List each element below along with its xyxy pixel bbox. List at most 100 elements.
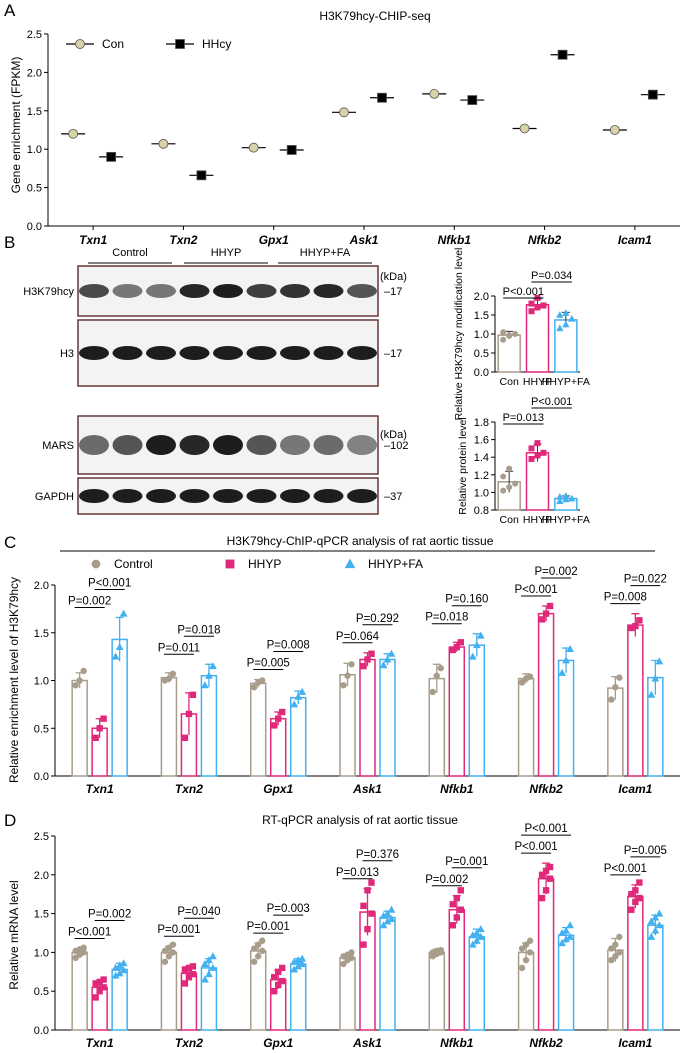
panel-d-point: [542, 867, 550, 875]
blot-row-label: MARS: [42, 440, 74, 452]
panel-c-p-value: P=0.002: [68, 595, 111, 607]
panel-d-point: [476, 925, 485, 933]
panel-b-bottom-point: [562, 495, 570, 503]
panel-d-p-value: P<0.001: [514, 841, 557, 853]
panel-d-x-tick-label: Icam1: [618, 1036, 652, 1050]
panel-a-title: H3K79hcy-CHIP-seq: [319, 9, 430, 23]
blot-band: [246, 284, 277, 298]
panel-d-point: [275, 981, 282, 989]
panel-d-point: [165, 953, 173, 960]
panel-d-point: [546, 875, 554, 882]
panel-d-point: [526, 937, 534, 944]
blot-group-label: HHYP: [211, 247, 242, 259]
panel-c-point: [468, 652, 477, 660]
panel-d-p-value: P=0.003: [267, 903, 310, 915]
blot-band: [313, 435, 344, 455]
panel-d-p-value: P=0.001: [445, 856, 488, 868]
panel-b-top-p-value: P<0.001: [503, 286, 544, 298]
panel-c-point: [348, 661, 355, 668]
panel-c-point: [251, 683, 258, 691]
panel-a-y-tick-label: 1.0: [27, 144, 42, 156]
panel-c-point: [290, 700, 299, 708]
panel-d-point: [628, 906, 635, 913]
panel-b-top-y-tick-label: 1.5: [474, 310, 489, 322]
panel-c-point: [518, 679, 526, 686]
panel-d-point: [298, 959, 307, 968]
panel-d-p-value: P<0.001: [68, 927, 111, 939]
panel-c-p-value: P=0.011: [158, 642, 200, 654]
panel-c-point: [344, 672, 351, 679]
panel-b-bottom-point: [534, 452, 541, 459]
panel-d-point: [636, 879, 643, 886]
panel-d-y-tick-label: 2.0: [34, 870, 49, 882]
panel-b-top-point: [528, 300, 535, 307]
panel-c-point: [275, 715, 282, 722]
panel-c-x-tick-label: Txn1: [86, 782, 114, 796]
panel-d-point: [348, 949, 355, 956]
panel-b-bottom-p-value: P=0.013: [503, 412, 544, 424]
panel-a-point-con: [609, 125, 620, 135]
panel-d-y-tick-label: 1.5: [34, 909, 49, 921]
panel-letter-a: A: [4, 1, 16, 20]
panel-d-point: [298, 954, 307, 962]
panel-d-bar-hhyp-fa: [557, 934, 575, 1031]
panel-b-top-point: [534, 304, 541, 311]
panel-b-top-point: [562, 309, 570, 316]
panel-d-bar-control: [339, 957, 356, 1031]
panel-d-point: [189, 963, 197, 970]
panel-c-point: [80, 667, 87, 675]
panel-c-p-value: P=0.018: [425, 612, 468, 624]
panel-b-bottom-point: [506, 465, 513, 472]
blot-band: [79, 284, 109, 298]
panel-b-top-point: [556, 324, 564, 332]
panel-c-title: H3K79hcy-ChIP-qPCR analysis of rat aorti…: [227, 534, 494, 548]
blot-band: [280, 284, 310, 298]
panel-c-p-value: P<0.001: [514, 584, 557, 596]
panel-b-top-ylabel: Relative H3K79hcy modification level: [453, 248, 465, 421]
panel-a-point-con: [519, 123, 530, 134]
panel-d-bar-control: [517, 951, 535, 1031]
panel-d-x-tick-label: Nfkb2: [529, 1036, 563, 1050]
panel-b-top-p-value: P=0.034: [531, 270, 572, 282]
panel-b-top-point: [562, 320, 570, 328]
panel-d-point: [608, 956, 615, 964]
panel-d-point: [251, 945, 258, 952]
panel-d-point: [259, 937, 266, 944]
blot-mw-marker: –17: [384, 286, 402, 298]
panel-b-bottom-point: [556, 492, 564, 500]
panel-a-x-tick-label: Nfkb2: [528, 233, 562, 247]
blot-band: [112, 284, 143, 298]
panel-b-top-y-tick-label: 0.5: [474, 348, 489, 360]
panel-d-point: [161, 958, 169, 965]
panel-d-point: [368, 879, 375, 886]
panel-d-point: [437, 946, 444, 954]
panel-d-point: [518, 945, 526, 952]
panel-c-y-tick-label: 0.0: [34, 771, 49, 783]
panel-d-point: [255, 941, 262, 948]
blot-band: [146, 489, 176, 503]
panel-c-legend-label: Control: [114, 557, 153, 571]
panel-d-point: [647, 932, 656, 940]
panel-d-p-value: P=0.001: [247, 921, 290, 933]
panel-d-point: [364, 925, 371, 933]
panel-d-point: [119, 966, 128, 974]
panel-d-point: [96, 988, 103, 995]
panel-b-bottom-x-tick-label: HHYP: [523, 514, 552, 526]
panel-d-point: [340, 960, 347, 968]
panel-c-bar-control: [71, 679, 88, 777]
panel-d-point: [209, 963, 217, 971]
blot-band: [146, 284, 176, 298]
blot-band: [246, 489, 277, 503]
panel-c-point: [546, 602, 554, 610]
panel-d-y-tick-label: 1.0: [34, 947, 49, 959]
panel-b-top-point: [506, 332, 513, 339]
panel-c-p-value: P<0.001: [88, 577, 131, 589]
panel-b-bottom-p-value: P<0.001: [531, 396, 572, 408]
panel-b-bottom-point: [540, 449, 547, 456]
panel-d-point: [562, 926, 570, 934]
panel-c-point: [92, 734, 99, 741]
panel-c-point: [562, 656, 570, 664]
panel-d-y-tick-label: 0.0: [34, 1025, 49, 1037]
blot-band: [112, 489, 143, 503]
